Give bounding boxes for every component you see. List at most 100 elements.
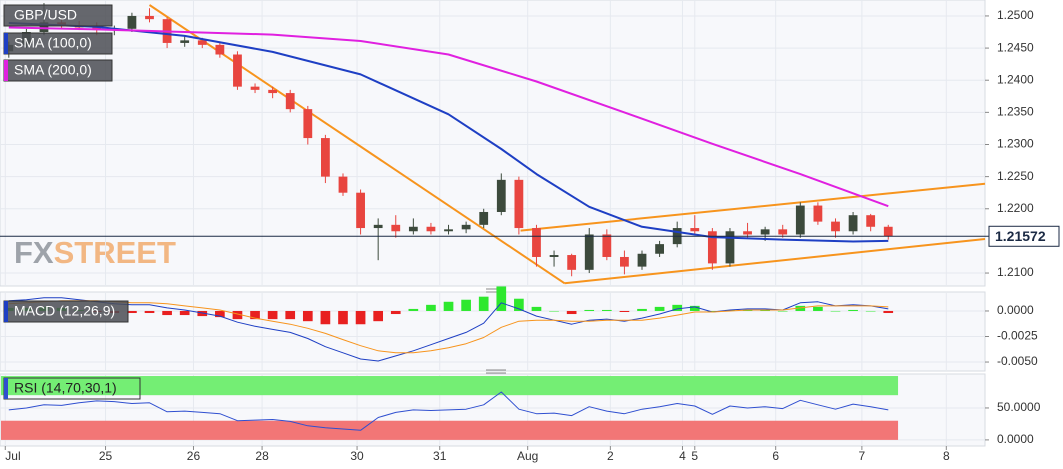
candle-body: [584, 234, 594, 270]
candle-body: [197, 40, 207, 45]
x-tick-label: 8: [943, 449, 950, 463]
histogram-bar: [601, 309, 612, 311]
x-tick-label: 26: [187, 449, 201, 463]
candle-body: [461, 224, 471, 230]
legend-label[interactable]: SMA (200,0): [14, 62, 92, 78]
x-tick-label: 31: [433, 449, 447, 463]
histogram-bar: [179, 310, 190, 316]
y-tick-label: 1.2100: [997, 265, 1034, 279]
x-tick-label: 2: [607, 449, 614, 463]
candle-body: [303, 109, 313, 139]
histogram-bar: [865, 310, 876, 312]
x-tick-label: Jul: [5, 449, 20, 463]
candle-body: [180, 40, 190, 43]
last-price-box: [988, 225, 1060, 247]
candle-body: [426, 226, 436, 232]
candle-body: [215, 44, 225, 55]
histogram-bar: [496, 286, 507, 311]
x-tick-label: 6: [772, 449, 779, 463]
candle-body: [725, 231, 735, 264]
histogram-bar: [672, 304, 683, 311]
histogram-bar: [144, 310, 155, 314]
candle-body: [285, 93, 295, 110]
candle-body: [866, 215, 876, 227]
candle-body: [813, 205, 823, 222]
histogram-bar: [390, 310, 401, 315]
legend-swatch: [4, 301, 8, 322]
candle-body: [532, 228, 541, 257]
y-tick-label: -0.0025: [997, 329, 1038, 343]
legend-label[interactable]: RSI (14,70,30,1): [14, 380, 117, 396]
sma-line: [8, 22, 889, 243]
histogram-bar: [707, 310, 718, 312]
legend-box[interactable]: [3, 4, 113, 27]
x-tick-label: 25: [99, 449, 113, 463]
y-tick-label: 0.0000: [997, 303, 1034, 317]
histogram-bar: [215, 310, 225, 318]
candle-body: [655, 244, 664, 254]
x-tick-label: 7: [859, 449, 866, 463]
candle-body: [444, 229, 453, 232]
rsi-zone: [1, 376, 899, 396]
candle-body: [848, 215, 858, 232]
histogram-bar: [232, 310, 243, 320]
candle-body: [690, 228, 700, 232]
candle-body: [620, 256, 629, 267]
candle-body: [479, 211, 489, 225]
histogram-bar: [584, 309, 595, 311]
histogram-bar: [777, 310, 788, 312]
legend-label[interactable]: GBP/USD: [14, 7, 77, 23]
histogram-bar: [813, 306, 823, 311]
rsi-zone: [1, 420, 899, 440]
y-tick-label: 1.2300: [997, 137, 1034, 151]
legend-label[interactable]: SMA (100,0): [14, 35, 92, 51]
y-tick-label: 1.2450: [997, 40, 1034, 54]
candle-body: [778, 229, 788, 235]
x-tick-label: 5: [691, 449, 698, 463]
candle-body: [39, 22, 49, 33]
candle-body: [391, 224, 401, 232]
macd-line: [8, 297, 889, 362]
histogram-bar: [285, 310, 296, 320]
histogram-bar: [408, 308, 419, 311]
histogram-bar: [461, 299, 471, 311]
legend-swatch: [4, 33, 8, 54]
trend-line: [564, 238, 986, 285]
histogram-bar: [566, 310, 577, 315]
histogram-bar: [355, 310, 366, 325]
macd-line: [8, 300, 889, 354]
y-tick-label: 1.2500: [997, 8, 1034, 22]
candle-body: [795, 205, 805, 235]
x-tick-label: Aug: [517, 449, 538, 463]
histogram-bar: [531, 306, 542, 311]
histogram-bar: [478, 296, 489, 311]
candle-body: [250, 86, 260, 90]
histogram-bar: [443, 301, 454, 311]
candle-body: [549, 255, 559, 257]
histogram-bar: [127, 310, 137, 314]
candle-body: [883, 226, 893, 237]
watermark: FXSTREET: [14, 235, 176, 270]
histogram-bar: [250, 310, 260, 320]
candle-body: [707, 231, 717, 264]
candle-body: [356, 192, 365, 229]
candle-body: [145, 15, 154, 20]
y-tick-label: 1.2350: [997, 105, 1034, 119]
histogram-bar: [197, 310, 208, 317]
candle-body: [321, 138, 330, 177]
y-tick-label: 1.2250: [997, 169, 1034, 183]
y-tick-label: 1.2200: [997, 201, 1034, 215]
candle-body: [567, 255, 577, 270]
y-tick-label: 50.0000: [997, 400, 1041, 414]
histogram-bar: [848, 309, 858, 311]
legend-label[interactable]: MACD (12,26,9): [14, 303, 115, 319]
histogram-bar: [637, 308, 647, 311]
histogram-bar: [514, 298, 524, 311]
histogram-bar: [267, 310, 278, 320]
watermark-street: STREET: [54, 235, 176, 270]
x-tick-label: 28: [255, 449, 269, 463]
candle-body: [338, 176, 348, 193]
candle-body: [373, 224, 383, 229]
histogram-bar: [795, 305, 806, 311]
